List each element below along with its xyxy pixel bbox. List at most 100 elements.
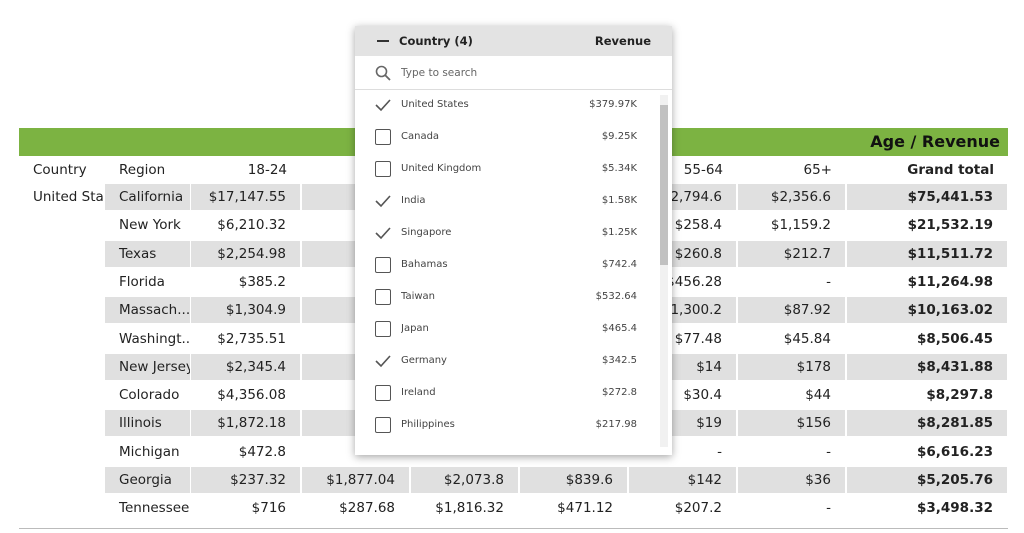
country-cell [19, 495, 105, 521]
item-label: Taiwan [401, 291, 436, 302]
column-header[interactable]: Grand total [907, 162, 994, 178]
region-cell: Florida [119, 273, 165, 290]
checkbox[interactable] [375, 129, 391, 145]
value-cell: $44 [805, 387, 831, 404]
value-cell: $471.12 [557, 500, 613, 517]
dropdown-header: Country (4) Revenue [355, 26, 672, 56]
country-cell [19, 410, 105, 436]
checkmark[interactable] [374, 352, 392, 370]
filter-item[interactable]: India $1.58K [355, 192, 655, 210]
item-label: Philippines [401, 419, 455, 430]
filter-dropdown[interactable]: Country (4) Revenue Type to search Unite… [355, 26, 672, 455]
column-header[interactable]: 18-24 [247, 162, 287, 178]
value-cell: $5,205.76 [847, 467, 1007, 493]
checkbox[interactable] [375, 385, 391, 401]
item-label: United Kingdom [401, 163, 482, 174]
value-cell: - [826, 500, 831, 517]
value-cell: $2,254.98 [191, 240, 300, 267]
value-cell: $11,264.98 [907, 273, 993, 290]
scrollbar-track [660, 95, 668, 447]
value-cell: $6,210.32 [217, 217, 286, 234]
value-cell: $11,511.72 [847, 240, 1007, 267]
search-icon [375, 65, 391, 81]
item-value: $9.25K [601, 131, 637, 142]
item-value: $1.25K [601, 227, 637, 238]
value-cell: - [717, 443, 722, 460]
value-cell: $385.2 [238, 273, 286, 290]
country-cell [19, 212, 105, 238]
value-cell: $45.84 [783, 330, 831, 347]
value-cell: $6,616.23 [916, 443, 993, 460]
column-header[interactable]: 55-64 [683, 162, 723, 178]
country-cell: United Sta... [33, 189, 105, 205]
region-cell: Colorado [119, 387, 180, 404]
value-cell: $10,163.02 [847, 297, 1007, 324]
filter-item[interactable]: Germany $342.5 [355, 352, 655, 370]
table-bottom-line [19, 528, 1008, 529]
checkbox[interactable] [375, 257, 391, 273]
value-cell: $156 [738, 410, 845, 437]
column-header[interactable]: Country [33, 162, 87, 178]
value-cell: $207.2 [674, 500, 722, 517]
value-cell: $1,159.2 [770, 217, 831, 234]
measure-header[interactable]: Revenue [594, 34, 651, 48]
value-cell: $1,872.18 [191, 410, 300, 437]
filter-item[interactable]: Japan $465.4 [355, 320, 655, 338]
search-input[interactable]: Type to search [401, 67, 478, 79]
filter-item[interactable]: United Kingdom $5.34K [355, 160, 655, 178]
value-cell: $1,816.32 [435, 500, 504, 517]
column-header[interactable]: 65+ [803, 162, 833, 178]
region-cell: California [105, 184, 190, 210]
divider [355, 89, 672, 90]
checkbox[interactable] [375, 161, 391, 177]
region-cell: New Jersey [105, 353, 190, 380]
item-value: $742.4 [602, 259, 637, 270]
value-cell: $4,356.08 [217, 387, 286, 404]
region-cell: Texas [105, 240, 190, 267]
country-cell [19, 382, 105, 408]
item-value: $5.34K [601, 163, 637, 174]
filter-item[interactable]: Philippines $217.98 [355, 416, 655, 434]
scrollbar-thumb[interactable] [660, 105, 668, 265]
value-cell: $2,356.6 [738, 184, 845, 210]
country-cell [19, 326, 105, 352]
value-cell: $839.6 [520, 467, 627, 493]
checkmark[interactable] [374, 192, 392, 210]
item-label: India [401, 195, 426, 206]
checkmark[interactable] [374, 96, 392, 114]
region-cell: Michigan [119, 443, 180, 460]
filter-item[interactable]: United States $379.97K [355, 96, 655, 114]
value-cell: $2,073.8 [411, 467, 518, 493]
item-value: $272.8 [602, 387, 637, 398]
region-cell: Tennessee [119, 500, 190, 517]
value-cell: - [826, 273, 831, 290]
column-header[interactable]: Region [119, 162, 166, 178]
value-cell: $30.4 [683, 387, 722, 404]
filter-item[interactable]: Canada $9.25K [355, 128, 655, 146]
checkbox[interactable] [375, 417, 391, 433]
region-cell: Massach... [105, 297, 190, 324]
filter-item[interactable]: Taiwan $532.64 [355, 288, 655, 306]
value-cell: $237.32 [191, 467, 300, 493]
value-cell: $87.92 [738, 297, 845, 324]
value-cell: - [826, 443, 831, 460]
filter-item[interactable]: Singapore $1.25K [355, 224, 655, 242]
item-value: $465.4 [602, 323, 637, 334]
value-cell: $3,498.32 [916, 500, 993, 517]
item-label: Canada [401, 131, 440, 142]
value-cell: $17,147.55 [191, 184, 300, 210]
value-cell: $456.28 [666, 273, 722, 290]
value-cell: $75,441.53 [847, 184, 1007, 210]
value-cell: $716 [251, 500, 286, 517]
region-cell: Washingt... [119, 330, 190, 347]
filter-item[interactable]: Ireland $272.8 [355, 384, 655, 402]
checkmark[interactable] [374, 224, 392, 242]
value-cell: $258.4 [674, 217, 722, 234]
filter-item[interactable]: Bahamas $742.4 [355, 256, 655, 274]
value-cell: $178 [738, 353, 845, 380]
collapse-icon[interactable] [377, 40, 389, 42]
checkbox[interactable] [375, 289, 391, 305]
country-cell [19, 241, 105, 267]
checkbox[interactable] [375, 321, 391, 337]
